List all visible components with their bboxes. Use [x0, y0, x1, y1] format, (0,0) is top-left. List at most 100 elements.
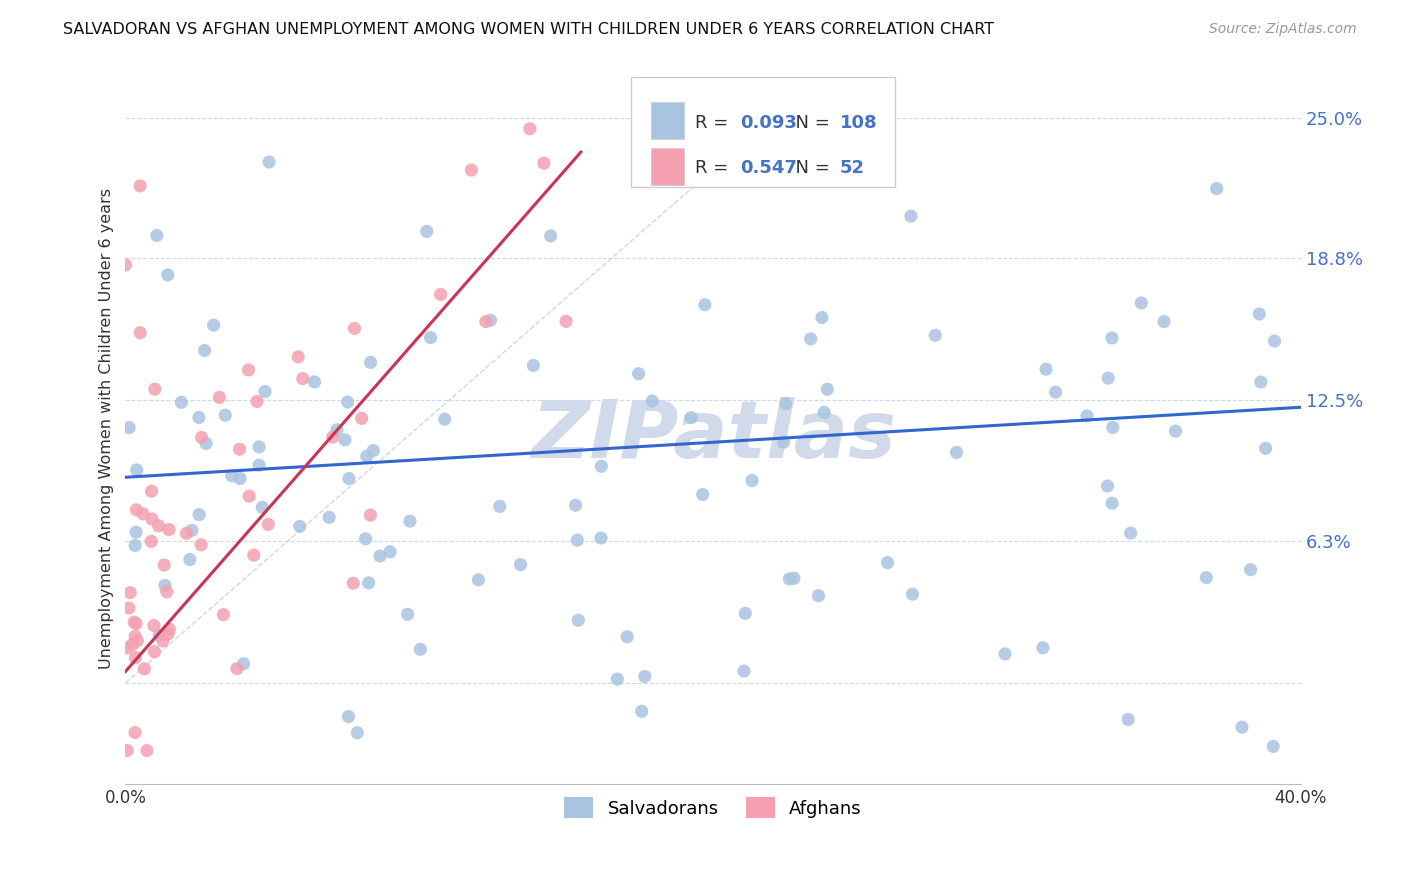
Point [589, 531, 612, 545]
Point [433, 412, 456, 426]
Point [346, 725, 368, 739]
Point [681, 410, 703, 425]
Point [194, 343, 217, 358]
Point [813, 405, 835, 419]
Point [129, 178, 152, 193]
Point [124, 650, 146, 665]
Point [901, 587, 924, 601]
Point [416, 224, 439, 238]
Point [378, 545, 401, 559]
Text: N =: N = [783, 160, 835, 178]
Point [212, 607, 235, 622]
Text: 0.547: 0.547 [740, 160, 797, 178]
FancyBboxPatch shape [651, 103, 683, 139]
Point [354, 532, 377, 546]
Point [357, 575, 380, 590]
Point [247, 440, 270, 454]
Point [567, 613, 589, 627]
Point [1239, 563, 1261, 577]
Point [564, 498, 586, 512]
Point [783, 571, 806, 585]
Point [733, 664, 755, 678]
Point [337, 471, 360, 485]
Point [188, 508, 211, 522]
Point [627, 367, 650, 381]
Point [533, 156, 555, 170]
Point [202, 318, 225, 332]
Point [125, 616, 148, 631]
Point [179, 552, 201, 566]
Point [229, 471, 252, 485]
Y-axis label: Unemployment Among Women with Children Under 6 years: Unemployment Among Women with Children U… [100, 188, 114, 669]
Text: N =: N = [783, 114, 835, 132]
Point [1045, 385, 1067, 400]
Point [190, 430, 212, 444]
Point [208, 391, 231, 405]
Point [129, 326, 152, 340]
Point [475, 315, 498, 329]
Point [318, 510, 340, 524]
Point [519, 121, 541, 136]
Point [143, 382, 166, 396]
Point [1101, 331, 1123, 345]
Point [246, 394, 269, 409]
Point [148, 518, 170, 533]
Point [180, 524, 202, 538]
Point [1035, 362, 1057, 376]
Point [409, 642, 432, 657]
Point [945, 445, 967, 459]
Point [157, 622, 180, 636]
Point [509, 558, 531, 572]
Point [741, 474, 763, 488]
Point [522, 359, 544, 373]
Point [124, 538, 146, 552]
Point [257, 155, 280, 169]
Point [157, 523, 180, 537]
Legend: Salvadorans, Afghans: Salvadorans, Afghans [557, 790, 869, 825]
Point [368, 549, 391, 563]
Text: 52: 52 [839, 160, 865, 178]
Point [247, 458, 270, 473]
Point [141, 534, 163, 549]
Point [467, 573, 489, 587]
FancyBboxPatch shape [651, 148, 683, 185]
Point [187, 410, 209, 425]
Point [567, 533, 589, 548]
Point [350, 411, 373, 425]
Point [125, 463, 148, 477]
Point [1250, 375, 1272, 389]
Point [152, 634, 174, 648]
Point [120, 585, 142, 599]
Point [156, 627, 179, 641]
Point [238, 489, 260, 503]
Point [195, 436, 218, 450]
Point [288, 519, 311, 533]
Point [333, 433, 356, 447]
Point [322, 430, 344, 444]
Text: Source: ZipAtlas.com: Source: ZipAtlas.com [1209, 22, 1357, 37]
Point [778, 572, 800, 586]
Point [190, 538, 212, 552]
Point [291, 371, 314, 385]
Point [994, 647, 1017, 661]
FancyBboxPatch shape [631, 77, 896, 186]
Point [232, 657, 254, 671]
Point [488, 500, 510, 514]
Point [419, 330, 441, 344]
Point [1153, 314, 1175, 328]
Point [214, 408, 236, 422]
Point [1116, 713, 1139, 727]
Point [399, 514, 422, 528]
Point [124, 629, 146, 643]
Point [359, 508, 381, 522]
Point [118, 601, 141, 615]
Point [254, 384, 277, 399]
Point [176, 526, 198, 541]
Point [616, 630, 638, 644]
Point [1130, 296, 1153, 310]
Point [132, 507, 155, 521]
Point [156, 268, 179, 282]
Point [114, 258, 136, 272]
Point [156, 584, 179, 599]
Point [124, 725, 146, 739]
